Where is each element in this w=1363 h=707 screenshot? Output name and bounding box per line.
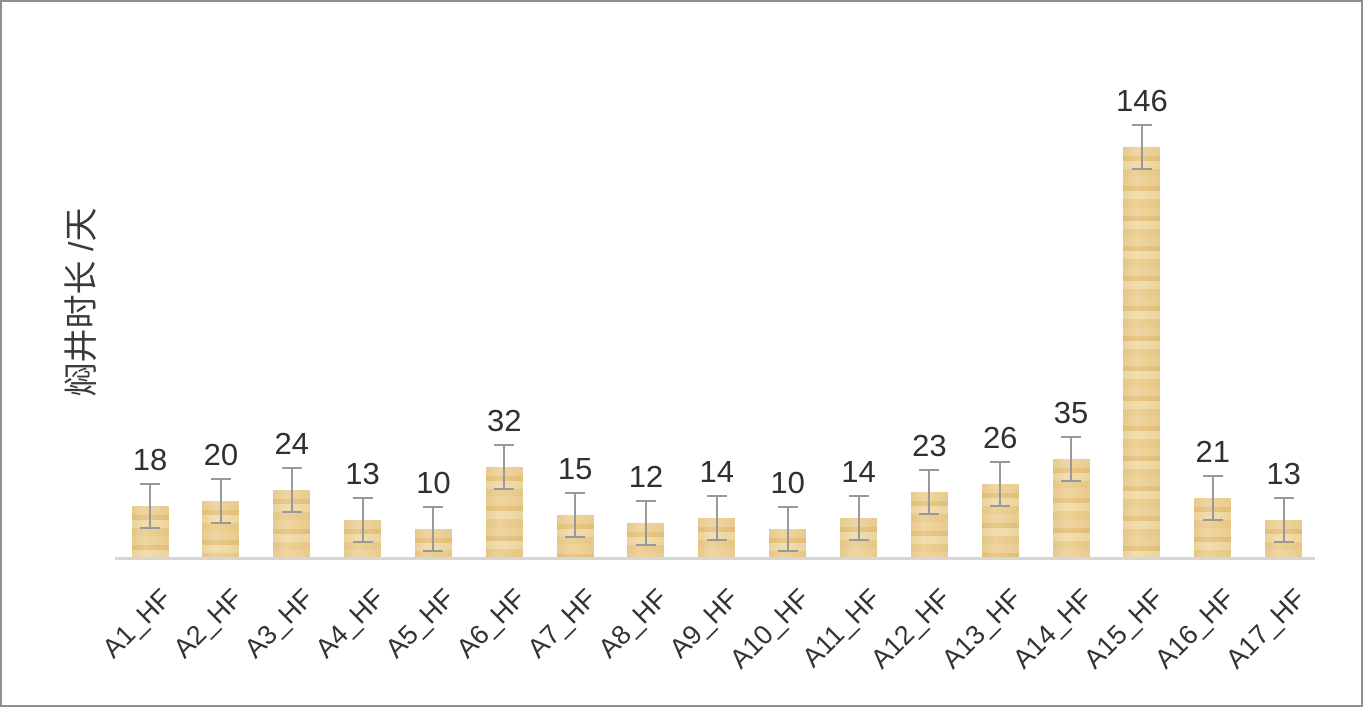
- error-bar-cap: [281, 466, 302, 469]
- value-label: 32: [487, 403, 522, 439]
- error-bar-cap: [919, 469, 940, 472]
- error-bar: [1211, 475, 1214, 522]
- value-label: 10: [770, 464, 805, 500]
- value-label: 24: [274, 425, 309, 461]
- error-bar-cap: [423, 549, 444, 552]
- error-bar-cap: [706, 494, 727, 497]
- error-bar-cap: [1202, 475, 1223, 478]
- error-bar-cap: [352, 497, 373, 500]
- error-bar: [219, 477, 222, 524]
- error-bar-cap: [1273, 541, 1294, 544]
- error-bar-cap: [777, 505, 798, 508]
- value-label: 26: [982, 419, 1018, 455]
- error-bar: [574, 491, 577, 538]
- value-label: 13: [345, 456, 380, 492]
- error-bar-cap: [777, 549, 798, 552]
- error-bar: [644, 500, 647, 547]
- error-bar-cap: [565, 535, 586, 538]
- value-label: 10: [416, 464, 451, 500]
- error-bar-cap: [1061, 435, 1082, 438]
- error-bar-cap: [848, 538, 869, 541]
- error-bar: [361, 497, 364, 544]
- value-label: 14: [699, 453, 735, 489]
- value-label: 13: [1266, 456, 1301, 492]
- value-label: 146: [1116, 83, 1168, 118]
- error-bar-cap: [281, 510, 302, 513]
- error-bar: [503, 444, 506, 491]
- error-bar-cap: [1273, 497, 1294, 500]
- error-bar: [1140, 124, 1143, 170]
- value-label: 15: [557, 450, 593, 486]
- error-bar-cap: [1131, 124, 1152, 126]
- error-bar-cap: [990, 504, 1011, 507]
- error-bar-cap: [210, 477, 231, 480]
- error-bar-cap: [990, 460, 1011, 463]
- value-label: 21: [1195, 434, 1230, 470]
- value-label: 18: [132, 442, 168, 478]
- error-bar-cap: [1202, 519, 1223, 522]
- error-bar-cap: [423, 505, 444, 508]
- error-bar-cap: [1061, 479, 1082, 482]
- error-bar-cap: [635, 544, 656, 547]
- error-bar: [928, 469, 931, 516]
- error-bar: [999, 460, 1002, 507]
- error-bar: [1282, 497, 1285, 544]
- error-bar-cap: [352, 541, 373, 544]
- error-bar-cap: [494, 488, 515, 491]
- error-bar: [149, 483, 151, 530]
- error-bar-cap: [706, 538, 727, 541]
- value-label: 23: [912, 428, 947, 464]
- error-bar: [857, 494, 860, 541]
- value-label: 35: [1053, 394, 1089, 430]
- error-bar-cap: [565, 491, 586, 494]
- value-label: 14: [841, 453, 876, 489]
- error-bar-cap: [140, 483, 160, 486]
- error-bar-cap: [210, 521, 231, 524]
- error-bar: [290, 466, 293, 513]
- bar: [1123, 147, 1161, 557]
- error-bar: [715, 494, 718, 541]
- error-bar-cap: [635, 500, 656, 503]
- error-bar-cap: [919, 513, 940, 516]
- x-axis-line: [115, 557, 1315, 560]
- error-bar-cap: [140, 527, 160, 530]
- error-bar-cap: [494, 444, 515, 447]
- error-bar: [786, 505, 789, 552]
- y-axis-label: 焖井时长 /天: [63, 207, 101, 397]
- value-label: 20: [203, 436, 239, 472]
- value-label: 12: [628, 459, 664, 495]
- error-bar-cap: [1131, 168, 1152, 170]
- error-bar: [432, 505, 435, 552]
- error-bar-cap: [848, 494, 869, 497]
- error-bar: [1070, 435, 1073, 482]
